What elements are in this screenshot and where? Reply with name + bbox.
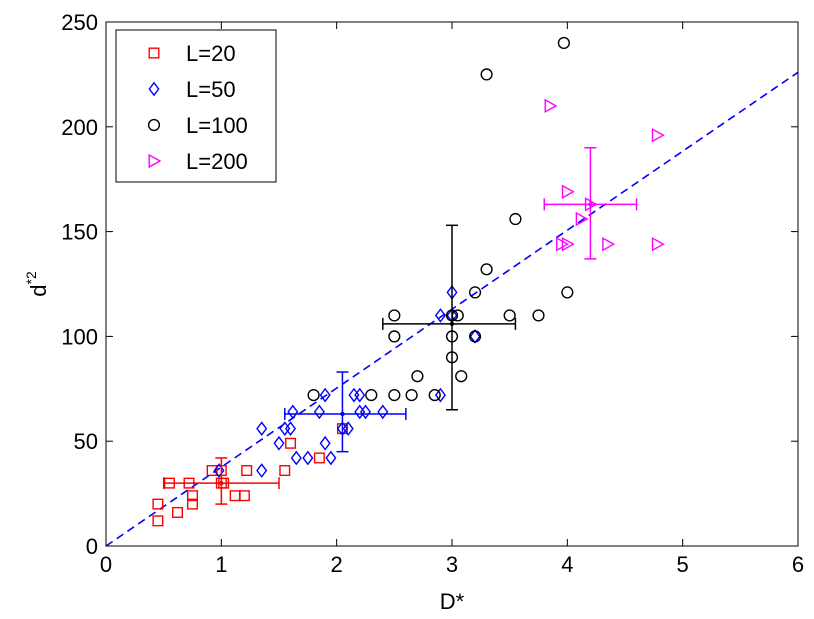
data-point-l100 [388,309,401,322]
y-axis-label-superscript: *2 [23,271,39,284]
data-point-l200 [651,236,665,252]
data-point-l100 [307,388,320,402]
data-point-l20 [172,506,184,518]
legend-label-l200: L=200 [186,149,248,174]
y-axis-label: d*2 [23,271,51,297]
data-point-l20 [285,437,297,449]
error-center-l50 [340,411,345,417]
data-point-l100 [480,263,493,276]
x-axis-label: D* [440,589,465,614]
x-tick-label: 5 [677,552,689,577]
error-center-l100 [449,321,455,327]
data-point-l100 [557,36,570,50]
data-point-l50 [354,404,366,420]
data-point-l50 [213,463,225,478]
legend-label-l100: L=100 [186,113,248,138]
x-tick-label: 6 [792,552,804,577]
data-point-l100 [509,212,522,226]
data-point-l100 [428,388,441,402]
y-tick-label: 150 [61,220,98,245]
data-point-l50 [342,421,354,436]
data-point-l20 [241,465,253,477]
legend-marker-l20 [148,47,160,59]
data-point-l20 [313,452,325,464]
data-point-l100 [480,68,493,81]
data-point-l200 [651,127,665,143]
y-tick-label: 250 [61,10,98,35]
data-point-l50 [354,387,366,403]
data-point-l50 [469,329,481,344]
data-point-l50 [285,421,297,436]
data-point-l20 [229,490,241,502]
data-point-l100 [455,370,468,383]
error-center-l20 [219,480,224,486]
tick-labels: 0 1 2 3 4 5 6 0 50 100 150 200 250 [61,10,804,577]
data-point-l100 [411,370,424,383]
legend-label-l20: L=20 [186,41,236,66]
data-point-l100 [388,330,401,343]
data-point-l50 [279,421,291,436]
data-point-l100 [405,388,418,402]
data-point-l100 [468,330,482,343]
data-point-l50 [287,404,299,420]
data-point-l50 [377,404,389,420]
data-point-l50 [319,387,331,403]
y-tick-label: 100 [61,324,98,349]
y-tick-label: 50 [74,429,98,454]
x-tick-label: 4 [561,552,573,577]
y-tick-label: 200 [61,115,98,140]
data-point-l200 [602,236,616,252]
x-tick-label: 0 [100,552,112,577]
data-point-l200 [544,98,558,114]
data-point-l200 [561,236,575,252]
data-point-l50 [302,450,314,466]
legend-marker-l50 [148,81,160,97]
data-point-l200 [561,184,575,199]
data-point-l100 [532,309,545,322]
data-point-l50 [434,387,446,403]
y-tick-label: 0 [86,534,98,559]
data-point-l20 [152,515,164,527]
legend-label-l50: L=50 [186,77,236,102]
data-point-l50 [273,435,285,451]
error-center-l200 [588,202,593,207]
data-point-l200 [575,211,589,227]
data-point-l100 [468,286,482,299]
legend-marker-l100 [147,118,161,132]
data-point-l20 [152,498,164,510]
error-bars [162,147,638,505]
x-tick-label: 3 [446,552,458,577]
data-point-l50 [290,450,302,466]
x-tick-label: 1 [215,552,227,577]
data-point-l100 [388,388,401,402]
data-point-l20 [186,490,198,502]
data-point-l50 [319,435,331,451]
legend-box [115,29,277,183]
data-point-l50 [359,404,372,420]
x-tick-label: 2 [331,552,343,577]
data-point-l50 [434,308,446,323]
plot-frame [105,21,799,547]
data-point-l20 [238,490,250,502]
data-point-l50 [256,463,268,478]
data-point-l50 [256,421,268,436]
legend-marker-l200 [148,153,162,169]
data-point-l20 [279,465,291,477]
data-point-l50 [325,450,337,466]
data-point-l100 [561,286,574,299]
data-point-l50 [348,387,360,403]
data-point-l100 [503,309,516,322]
y-axis-label-base: d [26,284,51,296]
legend: L=20 L=50 L=100 L=200 [115,29,277,183]
data-point-l50 [313,404,325,420]
data-point-l20 [186,498,198,510]
data-point-l100 [365,388,378,402]
